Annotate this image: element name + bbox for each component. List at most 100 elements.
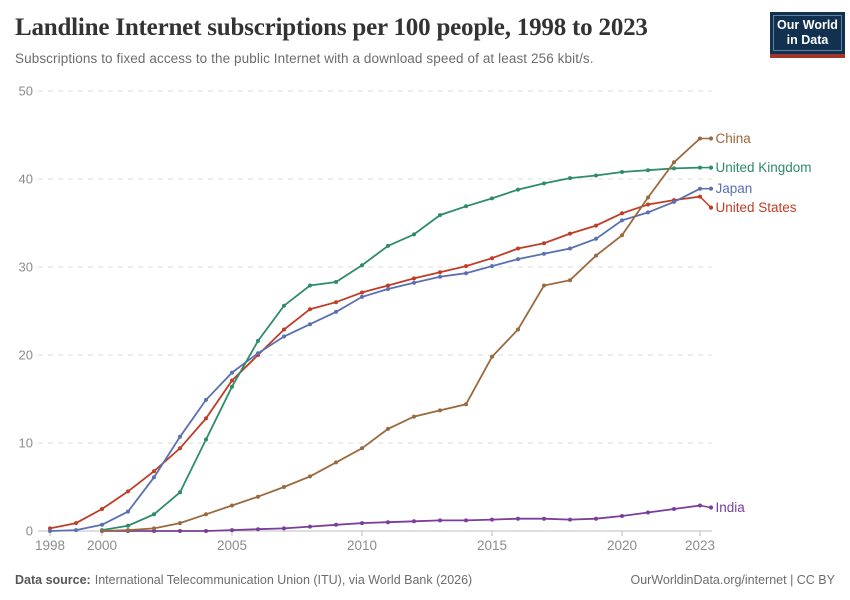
data-point-china xyxy=(542,283,546,288)
data-point-united-states xyxy=(646,202,650,207)
data-point-united-kingdom xyxy=(282,303,286,308)
data-point-india xyxy=(516,516,520,521)
label-dot-china xyxy=(708,136,714,141)
data-point-united-kingdom xyxy=(308,283,312,288)
y-tick-label: 40 xyxy=(19,172,33,187)
data-point-india xyxy=(594,516,598,521)
data-point-united-states xyxy=(308,307,312,312)
data-point-china xyxy=(672,160,676,165)
data-point-india xyxy=(568,517,572,522)
data-point-united-kingdom xyxy=(360,263,364,268)
data-point-japan xyxy=(256,351,260,356)
series-label-japan[interactable]: Japan xyxy=(716,181,753,196)
data-point-japan xyxy=(152,475,156,480)
data-point-china xyxy=(516,327,520,332)
data-point-japan xyxy=(100,522,104,527)
data-point-china xyxy=(386,426,390,431)
series-line-united-kingdom[interactable] xyxy=(101,166,701,531)
credit-link: OurWorldinData.org/internet | CC BY xyxy=(630,573,836,587)
data-point-united-states xyxy=(360,290,364,295)
data-point-united-kingdom xyxy=(464,204,468,209)
data-point-japan xyxy=(334,309,338,314)
data-point-india xyxy=(230,528,234,533)
data-point-china xyxy=(490,354,494,359)
data-point-japan xyxy=(360,294,364,299)
y-tick-label: 20 xyxy=(19,348,33,363)
data-point-united-kingdom xyxy=(386,243,390,248)
chart-subtitle: Subscriptions to fixed access to the pub… xyxy=(15,51,594,66)
data-point-india xyxy=(308,524,312,529)
x-tick-label: 2020 xyxy=(607,538,637,553)
chart-footer: Data source: International Telecommunica… xyxy=(15,573,835,587)
data-source-label: Data source: xyxy=(15,573,91,587)
data-point-united-kingdom xyxy=(594,173,598,178)
data-point-japan xyxy=(230,370,234,375)
data-point-united-states xyxy=(568,231,572,236)
data-point-japan xyxy=(542,251,546,256)
data-source: Data source: International Telecommunica… xyxy=(15,573,472,587)
data-point-india xyxy=(438,518,442,523)
data-point-united-kingdom xyxy=(412,232,416,237)
data-point-united-kingdom xyxy=(256,338,260,343)
data-point-japan xyxy=(178,434,182,439)
y-tick-label: 10 xyxy=(19,436,33,451)
data-point-japan xyxy=(126,509,130,514)
data-point-united-kingdom xyxy=(672,166,676,171)
label-dot-india xyxy=(708,505,714,510)
data-point-united-states xyxy=(204,416,208,421)
x-tick-label: 2000 xyxy=(87,538,117,553)
series-label-india[interactable]: India xyxy=(716,500,746,515)
data-point-japan xyxy=(620,218,624,223)
data-point-united-states xyxy=(438,270,442,275)
data-point-india xyxy=(542,516,546,521)
data-point-united-kingdom xyxy=(152,512,156,517)
data-point-india xyxy=(178,529,182,533)
data-point-united-kingdom xyxy=(204,437,208,442)
data-point-united-states xyxy=(464,264,468,269)
data-point-india xyxy=(334,522,338,527)
series-line-japan[interactable] xyxy=(49,187,701,532)
series-line-india[interactable] xyxy=(102,504,701,532)
owid-logo: Our World in Data xyxy=(770,12,845,58)
data-point-china xyxy=(412,414,416,419)
data-point-china xyxy=(568,278,572,283)
data-point-japan xyxy=(74,528,78,533)
series-line-united-states[interactable] xyxy=(49,195,701,530)
series-line-china[interactable] xyxy=(101,137,701,532)
data-point-japan xyxy=(594,236,598,241)
data-point-united-kingdom xyxy=(126,523,130,528)
x-tick-label: 2005 xyxy=(217,538,247,553)
data-point-united-states xyxy=(594,223,598,228)
series-label-china[interactable]: China xyxy=(716,131,752,146)
data-point-japan xyxy=(386,287,390,291)
page-title: Landline Internet subscriptions per 100 … xyxy=(15,14,648,41)
chart-header: Landline Internet subscriptions per 100 … xyxy=(15,14,760,66)
data-point-united-states xyxy=(386,283,390,288)
data-point-united-states xyxy=(230,378,234,383)
y-tick-label: 0 xyxy=(26,524,33,539)
data-point-india xyxy=(620,514,624,518)
data-point-china xyxy=(126,528,130,533)
data-point-united-states xyxy=(282,327,286,332)
data-point-india xyxy=(360,521,364,526)
data-point-japan xyxy=(672,199,676,204)
data-point-united-kingdom xyxy=(334,280,338,284)
series-label-united-kingdom[interactable]: United Kingdom xyxy=(716,160,812,175)
x-tick-label: 2023 xyxy=(685,538,715,553)
data-point-united-states xyxy=(178,446,182,451)
data-point-united-kingdom xyxy=(620,170,624,174)
label-dot-united-kingdom xyxy=(708,165,714,170)
data-point-china xyxy=(620,233,624,238)
data-point-united-kingdom xyxy=(178,490,182,495)
data-point-china xyxy=(256,494,260,499)
x-tick-label: 1998 xyxy=(35,538,65,553)
data-point-united-kingdom xyxy=(568,176,572,181)
data-point-india xyxy=(256,527,260,532)
series-label-united-states[interactable]: United States xyxy=(716,200,797,215)
data-point-united-states xyxy=(412,276,416,281)
data-point-united-states xyxy=(334,300,338,305)
data-point-united-states xyxy=(542,241,546,246)
data-point-united-states xyxy=(516,246,520,251)
data-point-japan xyxy=(646,210,650,215)
